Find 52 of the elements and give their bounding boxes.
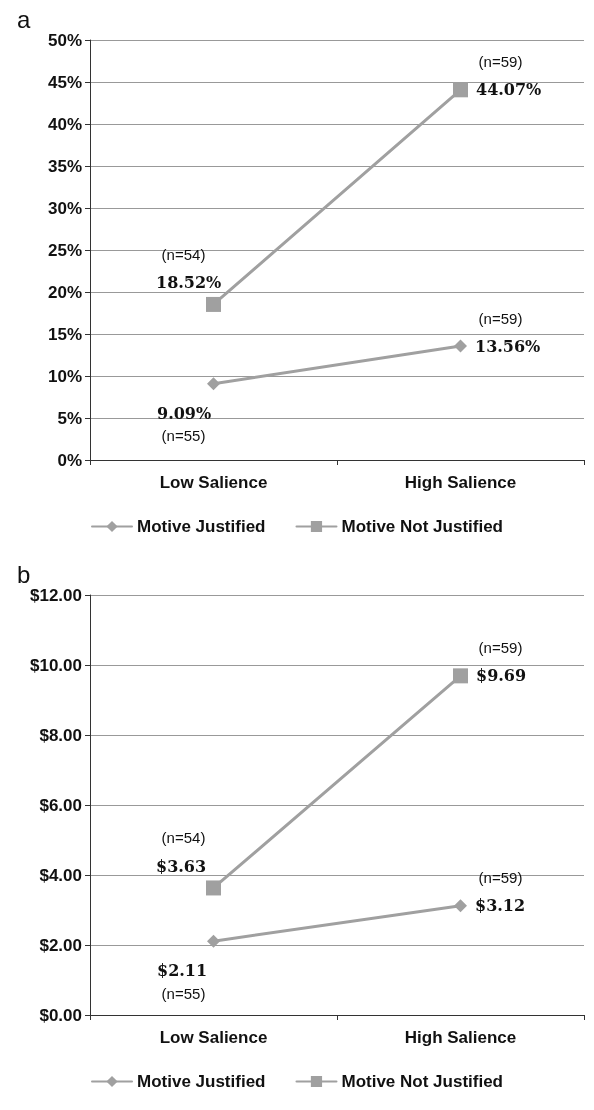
y-tick-label: 45% bbox=[47, 72, 82, 92]
annotation: (n=55) bbox=[161, 984, 206, 1002]
data-label: $3.12 bbox=[475, 896, 526, 916]
point bbox=[206, 296, 221, 312]
y-tick-label: 25% bbox=[47, 240, 82, 260]
legend-label: Motive Not Justified bbox=[341, 517, 503, 536]
y-tick-label: 35% bbox=[47, 156, 82, 176]
y-tick-label: $12.00 bbox=[30, 585, 82, 605]
x-tick-label: High Salience bbox=[404, 473, 517, 492]
y-tick-label: $6.00 bbox=[39, 795, 82, 815]
annotation: (n=54) bbox=[161, 245, 206, 263]
annotation: (n=59) bbox=[478, 53, 523, 71]
chart-title: b bbox=[17, 560, 31, 588]
y-tick-label: 20% bbox=[47, 282, 82, 302]
y-tick-label: 15% bbox=[47, 324, 82, 344]
chart-title: a bbox=[17, 5, 31, 33]
legend-label: Motive Not Justified bbox=[341, 1072, 503, 1091]
data-label: $2.11 bbox=[157, 961, 208, 981]
point bbox=[207, 934, 220, 948]
y-tick-label: $10.00 bbox=[30, 655, 82, 675]
point bbox=[206, 880, 221, 896]
point bbox=[454, 899, 467, 913]
point bbox=[453, 668, 468, 684]
y-tick-label: 30% bbox=[47, 198, 82, 218]
x-tick-label: Low Salience bbox=[159, 1028, 268, 1047]
y-tick-label: 40% bbox=[47, 114, 82, 134]
y-tick-label: 0% bbox=[57, 450, 82, 470]
y-tick-label: 5% bbox=[57, 408, 82, 428]
data-label: $9.69 bbox=[476, 666, 527, 686]
x-tick-label: High Salience bbox=[404, 1028, 517, 1047]
y-tick-label: 10% bbox=[47, 366, 82, 386]
y-tick-label: $0.00 bbox=[39, 1005, 82, 1025]
point bbox=[454, 339, 467, 353]
legend-label: Motive Justified bbox=[137, 517, 266, 536]
y-tick-label: $8.00 bbox=[39, 725, 82, 745]
annotation: (n=54) bbox=[161, 829, 206, 847]
data-label: 9.09% bbox=[157, 403, 212, 423]
data-label: $3.63 bbox=[156, 856, 207, 876]
annotation: (n=55) bbox=[161, 427, 206, 445]
annotation: (n=59) bbox=[478, 639, 523, 657]
y-tick-label: $4.00 bbox=[39, 865, 82, 885]
data-label: 44.07% bbox=[476, 80, 542, 100]
data-label: 13.56% bbox=[475, 336, 541, 356]
y-tick-label: 50% bbox=[47, 30, 82, 50]
data-label: 18.52% bbox=[156, 273, 222, 293]
legend-label: Motive Justified bbox=[137, 1072, 266, 1091]
point bbox=[453, 82, 468, 98]
annotation: (n=59) bbox=[478, 309, 523, 327]
annotation: (n=59) bbox=[478, 869, 523, 887]
x-tick-label: Low Salience bbox=[159, 473, 268, 492]
point bbox=[207, 377, 220, 391]
y-tick-label: $2.00 bbox=[39, 935, 82, 955]
